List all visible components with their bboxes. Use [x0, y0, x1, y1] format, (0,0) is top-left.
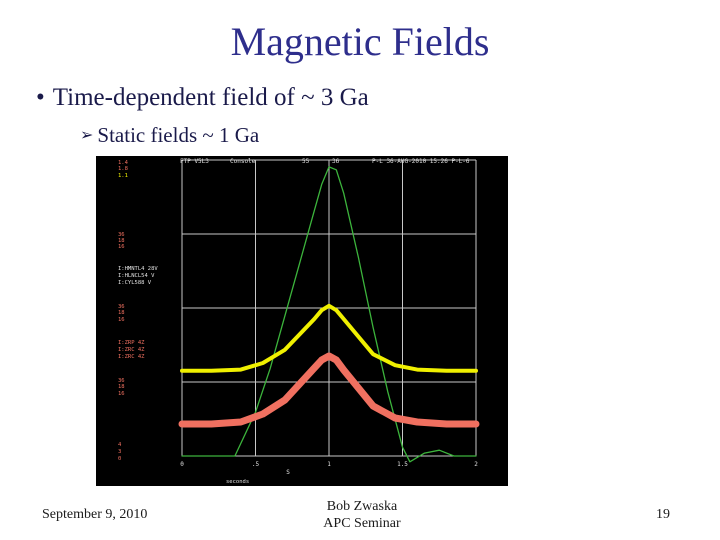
series-line-2	[178, 352, 480, 428]
arrow-bullet-icon: ➢	[80, 127, 94, 144]
left-label-9: 36	[118, 304, 125, 310]
footer-author: Bob Zwaska	[326, 499, 398, 514]
left-label-12: I:ZRP 4Z	[118, 340, 145, 346]
oscilloscope-svg: FTP V5L3 Console 55 36 P-L 36-AUG-2010 15:26…	[118, 158, 480, 485]
left-label-0: 1.4	[118, 160, 129, 166]
bullet-dot-icon: •	[36, 84, 45, 111]
slide-number: 19	[656, 507, 670, 522]
x-tick-label-2: 1	[327, 461, 331, 468]
left-label-5: 16	[118, 244, 125, 250]
left-label-7: I:HLNCL54 V	[118, 273, 155, 279]
left-label-17: 16	[118, 391, 125, 397]
left-label-11: 16	[118, 317, 125, 323]
left-label-10: 18	[118, 310, 125, 316]
left-label-4: 18	[118, 238, 125, 244]
x-tick-label-4: 2	[474, 461, 478, 468]
left-label-18: 4	[118, 442, 122, 448]
left-label-19: 3	[118, 449, 121, 455]
slide-title: Magnetic Fields	[230, 19, 490, 64]
left-label-8: I:CYL588 V	[118, 280, 152, 286]
x-tick-label-1: .5	[252, 461, 260, 468]
left-label-14: I:ZRC 4Z	[118, 354, 145, 360]
left-label-13: I:ZRC 4Z	[118, 347, 145, 353]
header-text-4: P-L 36-AUG-2010 15:26 P-L-6	[372, 158, 470, 165]
left-label-2: 1.1	[118, 173, 128, 179]
bullet-static-fields: ➢ Static fields ~ 1 Ga	[80, 123, 259, 148]
bottom-text: seconds	[226, 479, 249, 485]
footer-author-block: Bob Zwaska APC Seminar	[300, 498, 424, 532]
series-line-1	[180, 303, 478, 373]
x-tick-label-0: 0	[180, 461, 184, 468]
footer-date: September 9, 2010	[42, 507, 148, 522]
bullet-sub-text: Static fields ~ 1 Ga	[97, 123, 260, 147]
oscilloscope-plot: FTP V5L3 Console 55 36 P-L 36-AUG-2010 15:26…	[96, 156, 508, 486]
header-text-2: 55	[302, 158, 310, 165]
left-label-3: 36	[118, 232, 125, 238]
left-label-16: 18	[118, 384, 125, 390]
left-label-1: 1.8	[118, 166, 128, 172]
left-label-15: 36	[118, 378, 125, 384]
bullet-main-text: Time-dependent field of ~ 3 Ga	[52, 84, 369, 111]
header-text-1: Console	[230, 158, 256, 165]
header-text-0: FTP V5L3	[180, 158, 209, 165]
x-tick-label-3: 1.5	[397, 461, 408, 468]
x-unit-label: S	[286, 469, 290, 476]
footer-event: APC Seminar	[323, 516, 401, 531]
header-text-3: 36	[332, 158, 340, 165]
left-label-20: 0	[118, 456, 121, 462]
bullet-time-dependent: • Time-dependent field of ~ 3 Ga	[36, 84, 369, 112]
series-line-0	[181, 166, 477, 463]
left-label-6: I:HMNTL4 28V	[118, 266, 158, 272]
